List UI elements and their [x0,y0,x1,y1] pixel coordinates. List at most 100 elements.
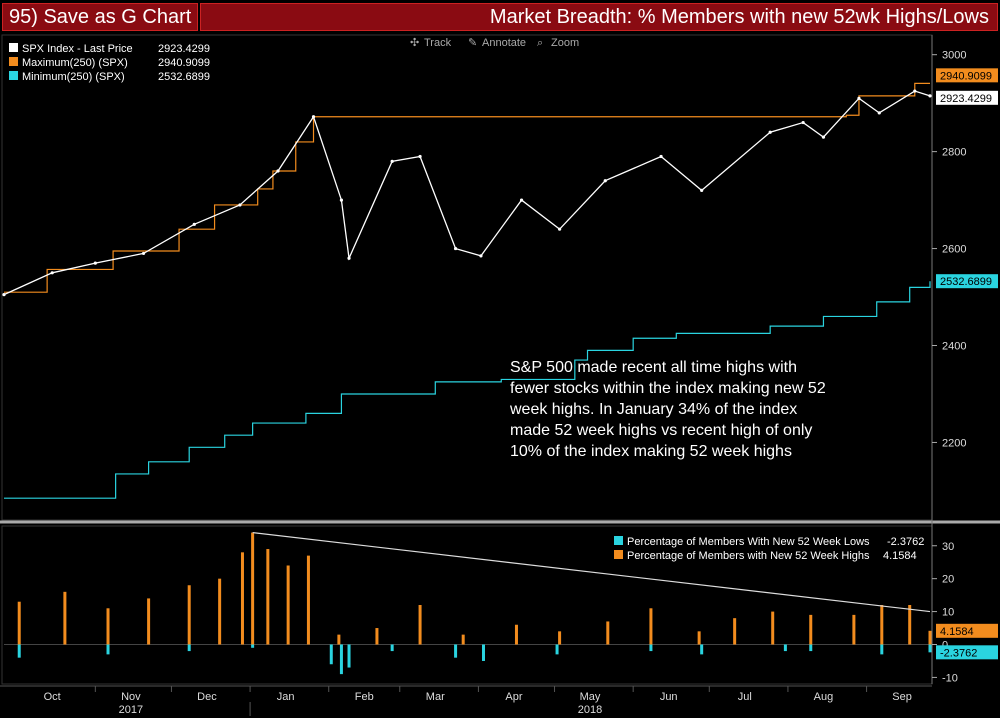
upper-last-value-label: 2940.9099 [940,70,992,82]
legend-lows-value: -2.3762 [887,536,924,548]
x-month-label: Oct [44,691,61,703]
spx-price-point[interactable] [390,159,394,163]
spx-price-series-line[interactable] [3,90,931,296]
highs-bar[interactable] [852,614,856,645]
maximum-250-series-line[interactable] [4,82,930,293]
legend-swatch-maximum[interactable] [9,57,18,66]
highs-bar[interactable] [218,578,222,645]
legend-swatch-price[interactable] [9,43,18,52]
spx-price-point[interactable] [659,154,663,159]
highs-bar[interactable] [251,532,255,645]
spx-price-point[interactable] [311,115,316,119]
highs-bar[interactable] [306,555,310,645]
highs-bar[interactable] [418,605,422,645]
upper-y-tick-label: 2200 [942,437,966,449]
spx-price-point[interactable] [801,120,805,125]
lows-bar[interactable] [454,644,458,658]
lows-bar[interactable] [880,644,884,655]
zoom-tool[interactable]: ⌕ Zoom [537,37,579,49]
save-chart-button[interactable]: 95) Save as G Chart [2,3,198,31]
spx-price-point[interactable] [519,198,524,202]
annotate-tool[interactable]: ✎ Annotate [468,37,526,49]
annotation-line-5: 10% of the index making 52 week highs [510,443,792,460]
highs-bar[interactable] [461,634,465,645]
spx-price-point[interactable] [93,261,97,265]
highs-bar[interactable] [63,591,67,645]
spx-price-point[interactable] [479,254,483,258]
highs-bar[interactable] [240,552,244,645]
highs-bar[interactable] [514,624,518,645]
spx-price-point[interactable] [857,96,861,100]
spx-price-point[interactable] [603,179,607,183]
spx-price-point[interactable] [913,89,917,93]
highs-bar[interactable] [908,605,912,645]
highs-bar[interactable] [187,585,191,645]
lows-bar[interactable] [783,644,787,652]
highs-bar[interactable] [375,628,379,645]
highs-bar[interactable] [880,605,884,645]
spx-price-point[interactable] [768,130,772,134]
lows-bar[interactable] [481,644,485,661]
legend-swatch-lows[interactable] [614,536,623,545]
lows-bar[interactable] [339,644,343,675]
lows-bar[interactable] [555,644,559,655]
spx-price-point[interactable] [141,251,146,256]
spx-price-point[interactable] [276,169,280,173]
lows-bar[interactable] [329,644,333,665]
spx-price-point[interactable] [339,198,344,202]
annotation-text[interactable]: S&P 500 made recent all time highs with … [509,359,826,460]
spx-price-point[interactable] [877,111,881,115]
spx-price-point[interactable] [2,293,6,297]
minimum-250-series-line[interactable] [4,281,931,499]
spx-price-point[interactable] [928,94,932,98]
spx-price-point[interactable] [700,188,704,193]
highs-bar[interactable] [649,608,653,645]
highs-trend-line[interactable] [252,531,931,613]
spx-price-point[interactable] [238,203,242,207]
upper-y-tick-label: 2800 [942,147,966,159]
spx-price-point[interactable] [821,135,826,139]
lows-bar[interactable] [106,644,110,655]
lows-bar[interactable] [17,644,21,658]
highs-bar[interactable] [809,614,813,645]
x-month-label: Apr [505,691,522,703]
highs-bar[interactable] [106,608,110,645]
lows-bar[interactable] [187,644,191,652]
spx-price-point[interactable] [418,154,422,159]
highs-bar[interactable] [266,549,270,645]
track-icon: ✣ [410,37,419,49]
legend-highs-value: 4.1584 [883,550,917,562]
lows-bar[interactable] [347,644,351,668]
highs-bar[interactable] [697,631,701,645]
lows-bar[interactable] [649,644,653,652]
highs-bar[interactable] [928,630,932,645]
annotation-line-1: S&P 500 made recent all time highs with [510,359,797,376]
track-tool[interactable]: ✣ Track [410,37,452,49]
legend-swatch-minimum[interactable] [9,71,18,80]
lower-y-tick-label: 30 [942,541,954,553]
spx-price-point[interactable] [50,271,54,275]
highs-bar[interactable] [286,565,290,645]
lower-y-tick-label: -10 [942,672,958,684]
lows-bar[interactable] [809,644,813,652]
lows-bar[interactable] [700,644,704,655]
highs-bar[interactable] [558,631,562,645]
highs-bar[interactable] [733,618,737,645]
spx-price-point[interactable] [453,246,458,251]
lower-last-value-label: 4.1584 [940,626,974,638]
highs-bar[interactable] [606,621,610,645]
x-month-label: Jun [660,691,678,703]
legend-swatch-highs[interactable] [614,550,623,559]
lows-bar[interactable] [251,644,255,648]
highs-bar[interactable] [17,601,21,645]
highs-bar[interactable] [337,634,341,645]
upper-last-value-badge [936,90,998,105]
lows-bar[interactable] [928,644,932,653]
highs-bar[interactable] [147,598,151,645]
spx-price-point[interactable] [558,227,562,231]
lows-bar[interactable] [390,644,394,652]
highs-bar[interactable] [771,611,775,645]
spx-price-point[interactable] [347,256,351,260]
spx-price-point[interactable] [192,222,196,226]
